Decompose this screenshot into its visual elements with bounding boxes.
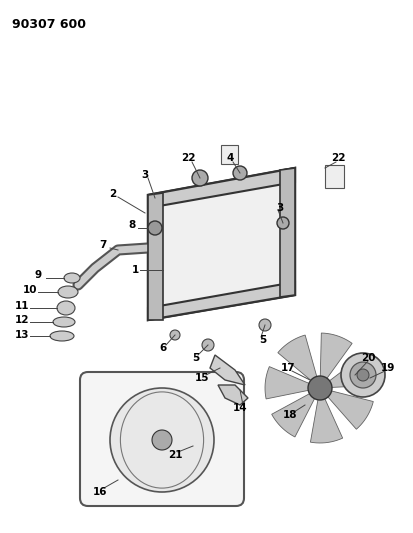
Text: 10: 10 bbox=[23, 285, 37, 295]
Text: 4: 4 bbox=[226, 153, 234, 163]
Text: 9: 9 bbox=[34, 270, 42, 280]
Circle shape bbox=[152, 430, 172, 450]
Polygon shape bbox=[148, 168, 295, 320]
Circle shape bbox=[277, 217, 289, 229]
FancyBboxPatch shape bbox=[80, 372, 244, 506]
Text: 14: 14 bbox=[233, 403, 247, 413]
Text: 8: 8 bbox=[128, 220, 135, 230]
Text: 90307 600: 90307 600 bbox=[12, 18, 86, 31]
Text: 11: 11 bbox=[15, 301, 29, 311]
Text: 13: 13 bbox=[15, 330, 29, 340]
Polygon shape bbox=[148, 193, 163, 320]
Text: 3: 3 bbox=[276, 203, 284, 213]
Polygon shape bbox=[218, 385, 248, 405]
Circle shape bbox=[202, 339, 214, 351]
Polygon shape bbox=[272, 392, 316, 437]
Text: 5: 5 bbox=[192, 353, 199, 363]
Polygon shape bbox=[148, 282, 295, 320]
Polygon shape bbox=[210, 355, 245, 385]
Ellipse shape bbox=[58, 286, 78, 298]
Polygon shape bbox=[278, 335, 318, 383]
Circle shape bbox=[148, 221, 162, 235]
Circle shape bbox=[357, 369, 369, 381]
Circle shape bbox=[192, 170, 208, 186]
Circle shape bbox=[350, 362, 376, 388]
Text: 7: 7 bbox=[99, 240, 107, 250]
Ellipse shape bbox=[64, 273, 80, 283]
Text: 22: 22 bbox=[331, 153, 345, 163]
Text: 18: 18 bbox=[283, 410, 297, 420]
FancyBboxPatch shape bbox=[325, 165, 344, 188]
Ellipse shape bbox=[53, 317, 75, 327]
Polygon shape bbox=[326, 355, 375, 387]
Circle shape bbox=[110, 388, 214, 492]
Text: 16: 16 bbox=[93, 487, 107, 497]
Circle shape bbox=[170, 330, 180, 340]
Text: 2: 2 bbox=[109, 189, 116, 199]
Polygon shape bbox=[280, 168, 295, 297]
Text: 21: 21 bbox=[168, 450, 182, 460]
Ellipse shape bbox=[50, 331, 74, 341]
Circle shape bbox=[259, 319, 271, 331]
Text: 20: 20 bbox=[361, 353, 375, 363]
FancyBboxPatch shape bbox=[221, 144, 237, 164]
Polygon shape bbox=[320, 333, 352, 382]
Text: 3: 3 bbox=[141, 170, 149, 180]
Text: 1: 1 bbox=[131, 265, 139, 275]
Text: 17: 17 bbox=[281, 363, 295, 373]
Ellipse shape bbox=[57, 301, 75, 315]
Text: 12: 12 bbox=[15, 315, 29, 325]
Polygon shape bbox=[325, 390, 373, 429]
Polygon shape bbox=[265, 367, 313, 399]
Text: 19: 19 bbox=[381, 363, 395, 373]
Circle shape bbox=[233, 166, 247, 180]
Polygon shape bbox=[148, 168, 295, 208]
Text: 22: 22 bbox=[181, 153, 195, 163]
Circle shape bbox=[308, 376, 332, 400]
Circle shape bbox=[341, 353, 385, 397]
Polygon shape bbox=[311, 395, 343, 443]
Text: 15: 15 bbox=[195, 373, 209, 383]
Text: 6: 6 bbox=[159, 343, 166, 353]
Text: 5: 5 bbox=[259, 335, 267, 345]
